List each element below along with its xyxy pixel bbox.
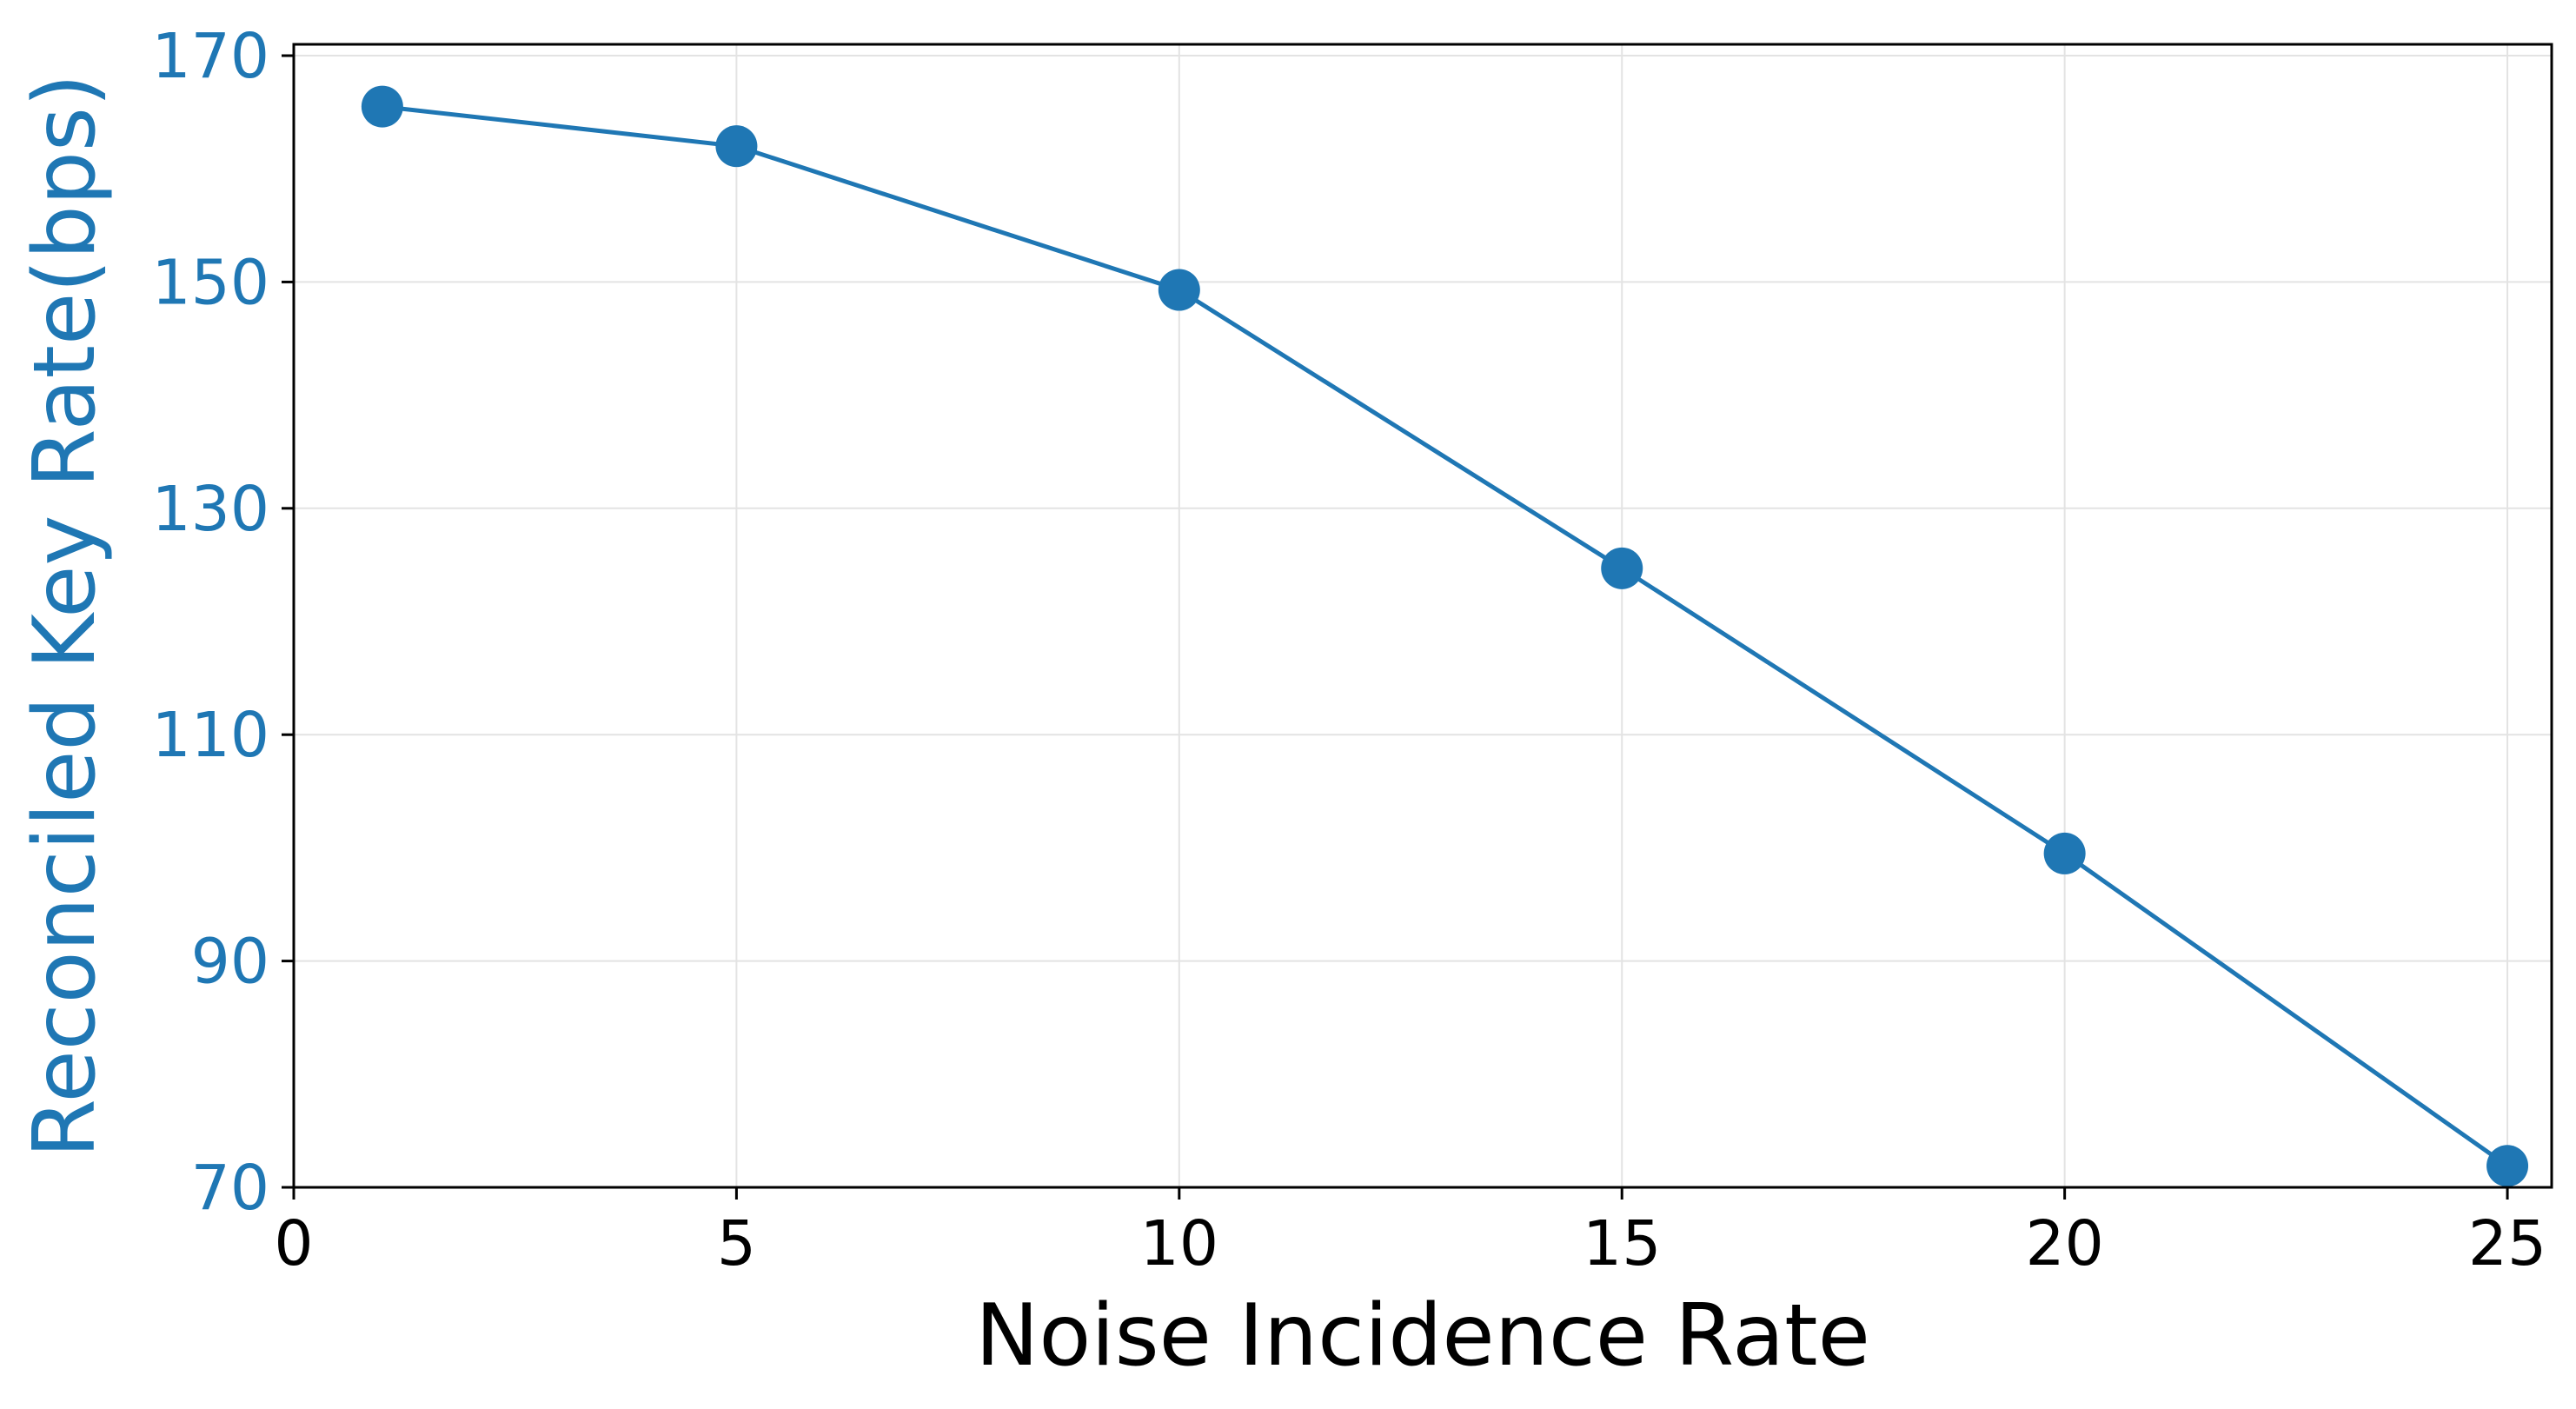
x-tick-label: 0 bbox=[274, 1207, 313, 1279]
y-tick-label: 90 bbox=[191, 926, 269, 998]
data-point bbox=[2486, 1145, 2529, 1187]
y-tick-label: 110 bbox=[151, 699, 269, 771]
x-tick-label: 10 bbox=[1140, 1207, 1218, 1279]
series-line bbox=[382, 104, 2509, 1168]
series-layer bbox=[361, 85, 2529, 1187]
x-tick-label: 15 bbox=[1583, 1207, 1661, 1279]
y-axis-label: Reconciled Key Rate(bps) bbox=[16, 74, 115, 1158]
data-point bbox=[2043, 832, 2086, 874]
data-point bbox=[1601, 547, 1643, 589]
x-tick-label: 25 bbox=[2468, 1207, 2546, 1279]
grid-lines bbox=[293, 44, 2552, 1188]
y-tick-label: 130 bbox=[151, 473, 269, 545]
axis-ticks: 0 5 10 15 20 25 70 90 110 130 150 170 bbox=[151, 20, 2546, 1279]
x-axis-label: Noise Incidence Rate bbox=[975, 1286, 1870, 1386]
y-tick-label: 150 bbox=[151, 246, 269, 318]
data-point bbox=[361, 85, 403, 128]
x-tick-label: 5 bbox=[717, 1207, 756, 1279]
data-point bbox=[715, 125, 758, 168]
data-point bbox=[1158, 269, 1200, 311]
plot-frame bbox=[292, 43, 2553, 1189]
y-tick-label: 170 bbox=[151, 20, 269, 92]
x-tick-label: 20 bbox=[2025, 1207, 2103, 1279]
y-tick-label: 70 bbox=[191, 1152, 269, 1224]
